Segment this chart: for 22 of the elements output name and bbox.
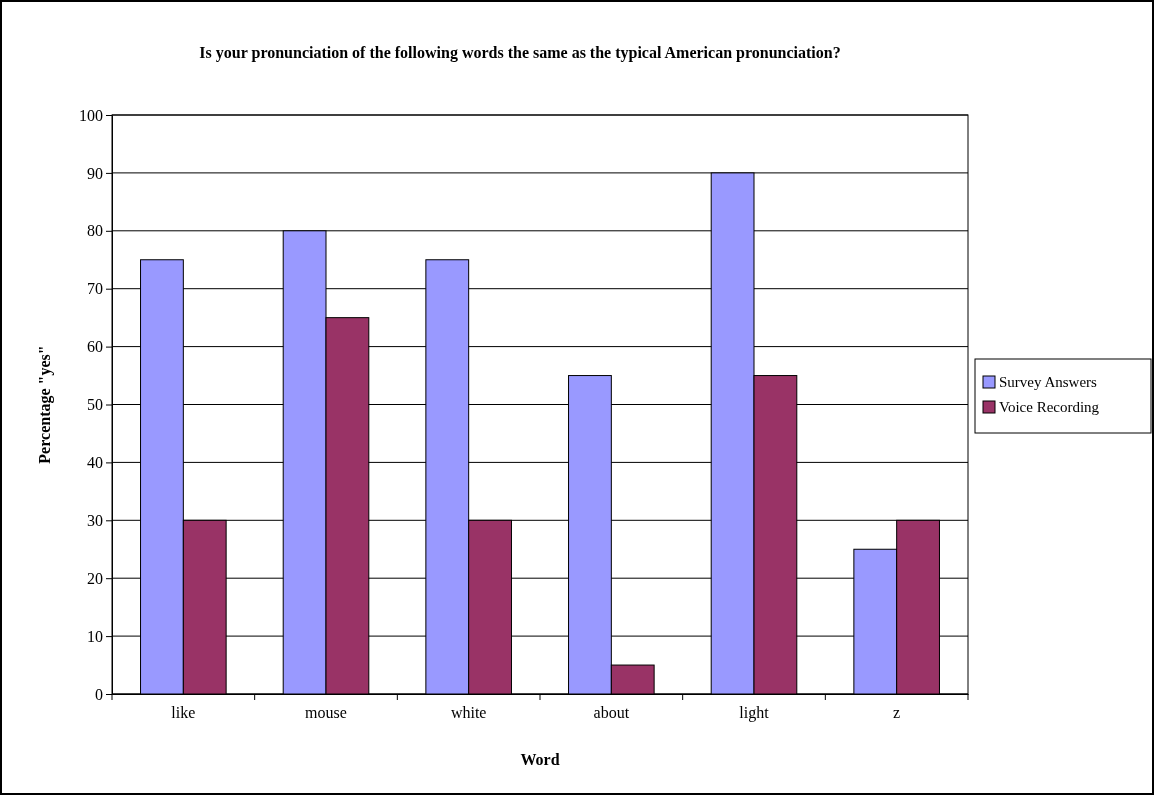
legend-label: Voice Recording — [999, 399, 1100, 415]
chart-title: Is your pronunciation of the following words the same as the typical American pronunciation? — [199, 44, 841, 62]
y-axis-title: Percentage "yes" — [36, 345, 54, 464]
x-tick-label: light — [739, 703, 770, 722]
x-tick-label: about — [593, 703, 630, 721]
y-tick-label: 30 — [87, 511, 103, 529]
y-tick-label: 80 — [87, 222, 103, 240]
x-tick-label: z — [893, 703, 901, 721]
x-tick-label: white — [450, 703, 487, 721]
y-tick-label: 100 — [79, 106, 103, 124]
y-tick-label: 50 — [87, 396, 103, 414]
x-axis-title: Word — [520, 751, 560, 768]
y-tick-label: 60 — [87, 338, 103, 356]
x-tick-label: like — [171, 703, 196, 721]
x-tick-label: mouse — [305, 703, 347, 721]
y-tick-label: 10 — [87, 627, 103, 645]
y-tick-label: 70 — [87, 280, 103, 298]
y-tick-label: 90 — [87, 164, 103, 182]
y-tick-label: 20 — [87, 569, 103, 587]
y-tick-label: 0 — [95, 685, 103, 703]
legend-label: Survey Answers — [999, 374, 1098, 390]
y-tick-label: 40 — [87, 454, 103, 472]
